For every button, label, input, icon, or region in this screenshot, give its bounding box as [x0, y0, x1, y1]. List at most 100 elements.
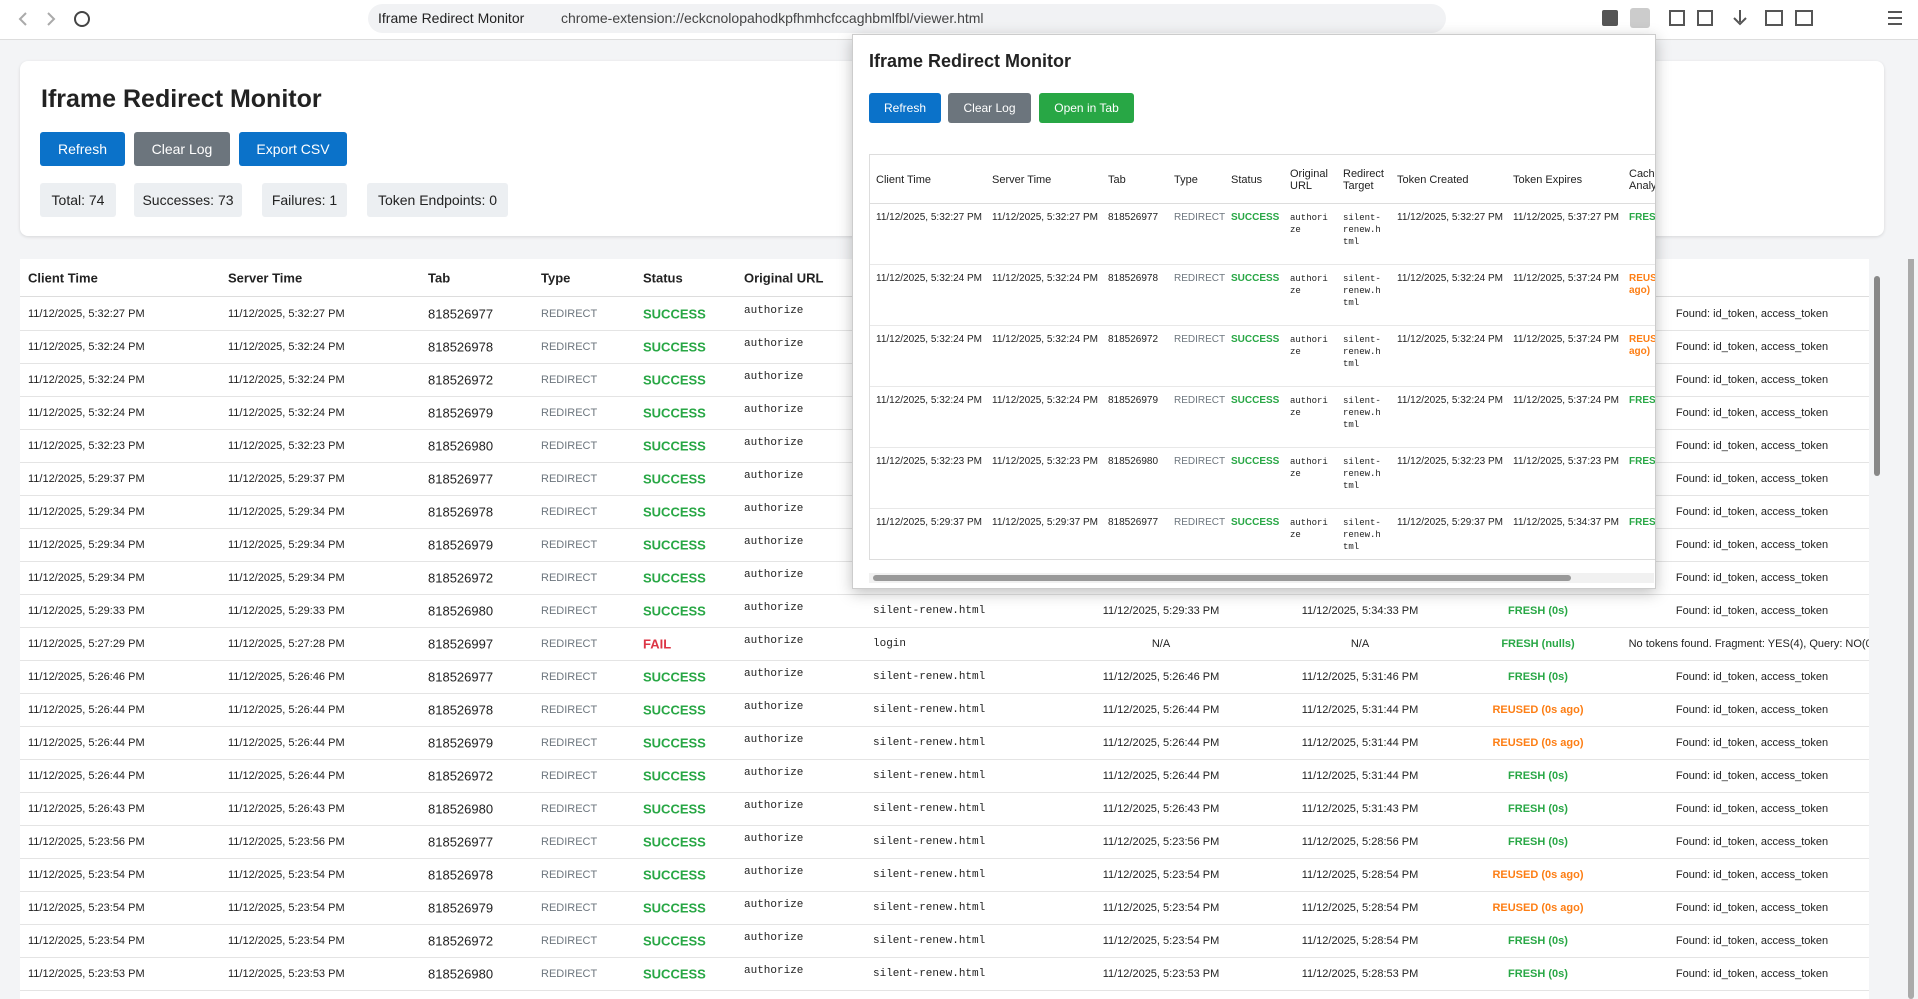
table-cell: 11/12/2025, 5:29:34 PM [228, 539, 345, 551]
table-cell: 11/12/2025, 5:32:24 PM [28, 374, 145, 386]
table-cell: 11/12/2025, 5:26:43 PM [1102, 803, 1220, 815]
table-cell: 11/12/2025, 5:23:54 PM [28, 935, 145, 947]
table-cell: 11/12/2025, 5:32:24 PM [992, 395, 1099, 406]
table-cell: 11/12/2025, 5:34:37 PM [1513, 517, 1620, 528]
table-cell: Found: id_token, access_token [1675, 671, 1829, 683]
table-cell: Found: id_token, access_token [1675, 341, 1829, 353]
table-cell: authorize [744, 503, 804, 515]
row-rule [20, 693, 1869, 694]
table-cell: REDIRECT [541, 869, 598, 881]
table-cell: Found: id_token, access_token [1675, 308, 1829, 320]
button[interactable]: Refresh [40, 132, 125, 166]
tab-title: Iframe Redirect Monitor [378, 10, 525, 26]
table-cell: 11/12/2025, 5:26:44 PM [1102, 704, 1220, 716]
table-cell: SUCCESS [643, 372, 706, 388]
table-cell: 11/12/2025, 5:32:24 PM [876, 334, 983, 345]
popup-table: Client Time Server Time Tab Type Status Origi… [869, 154, 1656, 560]
table-cell: REDIRECT [1174, 456, 1226, 467]
table-cell: 11/12/2025, 5:31:44 PM [1301, 704, 1419, 716]
table-cell: REDIRECT [541, 968, 598, 980]
toolbar-icons [1602, 8, 1902, 28]
table-cell: 11/12/2025, 5:29:37 PM [228, 473, 345, 485]
table-cell: REDIRECT [541, 704, 598, 716]
table-cell: authorize [744, 965, 804, 977]
table-cell: authorize [744, 404, 804, 416]
table-cell: 818526980 [428, 966, 494, 982]
table-cell: 818526979 [428, 900, 494, 916]
table-cell: 11/12/2025, 5:32:23 PM [992, 456, 1099, 467]
table-cell: 818526977 [428, 669, 494, 685]
popup: Iframe Redirect Monitor Client Time Serve… [852, 34, 1656, 589]
column-header: Status [643, 270, 683, 286]
table-cell: 11/12/2025, 5:23:54 PM [1102, 935, 1220, 947]
table-cell: 11/12/2025, 5:23:56 PM [28, 836, 145, 848]
table-cell: authorize [1290, 213, 1328, 235]
stat: Token Endpoints: 0 [367, 183, 508, 217]
table-cell: REDIRECT [541, 605, 598, 617]
table-cell: SUCCESS [643, 867, 706, 883]
row-rule [20, 726, 1869, 727]
table-cell: 11/12/2025, 5:32:24 PM [1397, 334, 1504, 345]
table-cell: 11/12/2025, 5:23:54 PM [28, 902, 145, 914]
table-cell: REUSED (0s ago) [1492, 737, 1584, 749]
table-cell: SUCCESS [1231, 334, 1280, 345]
button[interactable]: Clear Log [134, 132, 230, 166]
scrollbars [1874, 259, 1914, 999]
table-cell: 818526977 [428, 834, 494, 850]
table-cell: 11/12/2025, 5:31:44 PM [1301, 737, 1419, 749]
table-cell: authorize [744, 899, 804, 911]
table-cell: REDIRECT [541, 407, 598, 419]
table-cell: 818526978 [428, 702, 494, 718]
table-cell: 11/12/2025, 5:23:53 PM [228, 968, 345, 980]
table-cell: authorize [744, 470, 804, 482]
table-cell: authorize [744, 767, 804, 779]
table-cell: 11/12/2025, 5:32:27 PM [28, 308, 145, 320]
table-cell: FRESH (0s) [1508, 671, 1568, 683]
row-rule [20, 858, 1869, 859]
button[interactable]: Export CSV [239, 132, 347, 166]
row-rule [20, 891, 1869, 892]
table-cell: authorize [744, 668, 804, 680]
table-cell: Found: id_token, access_token [1675, 770, 1829, 782]
button[interactable]: Clear Log [948, 93, 1031, 123]
table-cell: SUCCESS [643, 702, 706, 718]
table-cell: 11/12/2025, 5:23:56 PM [228, 836, 345, 848]
table-cell: N/A [1350, 638, 1370, 650]
table-cell: silent-renew.html [1343, 396, 1381, 430]
table-cell: REUSED (0s ago) [1492, 902, 1584, 914]
column-header: Client Time [28, 270, 98, 286]
table-cell: 11/12/2025, 5:32:23 PM [228, 440, 345, 452]
table-cell: 818526972 [428, 372, 494, 388]
table-cell: REDIRECT [541, 803, 598, 815]
table-cell: 818526972 [428, 933, 494, 949]
table-cell: Found: id_token, access_token [1675, 836, 1829, 848]
table-cell: 11/12/2025, 5:29:33 PM [228, 605, 345, 617]
table-cell: 11/12/2025, 5:23:54 PM [228, 902, 345, 914]
table-cell: 11/12/2025, 5:23:54 PM [228, 869, 345, 881]
row-rule [20, 660, 1869, 661]
popup-title: Iframe Redirect Monitor [869, 51, 1072, 71]
column-header: Tab [1108, 174, 1126, 186]
table-cell: Found: id_token, access_token [1675, 869, 1829, 881]
table-cell: authorize [744, 866, 804, 878]
table-cell: SUCCESS [643, 438, 706, 454]
table-cell: 11/12/2025, 5:29:34 PM [28, 572, 145, 584]
table-cell: FRESH (0s) [1508, 935, 1568, 947]
table-cell: 11/12/2025, 5:32:24 PM [992, 273, 1099, 284]
table-cell: 11/12/2025, 5:29:37 PM [28, 473, 145, 485]
table-cell: 11/12/2025, 5:32:24 PM [1397, 273, 1504, 284]
table-cell: Found: id_token, access_token [1675, 902, 1829, 914]
address-bar[interactable]: Iframe Redirect Monitor chrome-extension… [368, 4, 1446, 33]
page-title: Iframe Redirect Monitor [41, 85, 322, 113]
row-rule [20, 627, 1869, 628]
table-cell: REDIRECT [541, 638, 598, 650]
table-cell: REDIRECT [1174, 212, 1226, 223]
table-cell: FRESH (0s) [1629, 395, 1656, 406]
column-header: Status [1231, 174, 1263, 186]
table-cell: 11/12/2025, 5:29:37 PM [992, 517, 1099, 528]
button[interactable]: Refresh [869, 93, 941, 123]
button[interactable]: Open in Tab [1039, 93, 1134, 123]
table-cell: 11/12/2025, 5:32:23 PM [28, 440, 145, 452]
row-rule [20, 792, 1869, 793]
table-cell: 11/12/2025, 5:29:34 PM [228, 506, 345, 518]
